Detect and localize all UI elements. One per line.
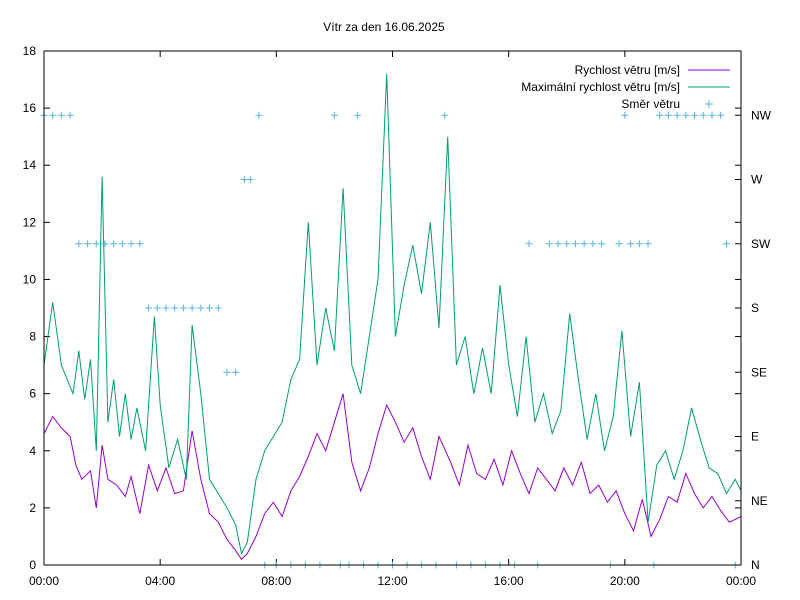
y-tick-label: 6 (29, 387, 36, 401)
y2-tick-label: SE (751, 365, 767, 379)
y-tick-label: 18 (23, 44, 37, 58)
direction-point (118, 240, 126, 248)
direction-point (691, 111, 699, 119)
direction-point (708, 111, 716, 119)
series-lines (43, 73, 742, 561)
direction-point (57, 111, 65, 119)
legend-marker (705, 100, 713, 108)
direction-point (214, 304, 222, 312)
direction-point (179, 304, 187, 312)
y2-tick-label: E (751, 430, 759, 444)
direction-point (246, 176, 254, 183)
direction-point (563, 240, 571, 248)
y-tick-label: 10 (23, 272, 37, 286)
direction-point (656, 111, 664, 119)
direction-point (354, 111, 362, 119)
direction-point (682, 111, 690, 119)
direction-point (627, 240, 635, 248)
axes: 0 2 4 6 8 10 12 14 16 18 N NE E SE S SW W NW 00:00 04:00 08:… (23, 44, 772, 588)
direction-point (84, 240, 92, 248)
y-tick-label: 0 (29, 558, 36, 572)
direction-point (110, 240, 118, 248)
y2-tick-label: NW (751, 108, 772, 122)
direction-point (136, 240, 144, 248)
direction-point (525, 240, 533, 248)
y2-tick-label: NE (751, 494, 768, 508)
direction-point (598, 240, 606, 248)
direction-point (49, 111, 57, 119)
direction-point (188, 304, 196, 312)
x-tick-label: 08:00 (261, 574, 291, 588)
plot-frame (43, 50, 742, 566)
y-tick-label: 2 (29, 501, 36, 515)
direction-point (75, 240, 83, 248)
x-tick-label: 12:00 (377, 574, 407, 588)
direction-point (621, 111, 629, 119)
direction-point (699, 111, 707, 119)
direction-point (664, 111, 672, 119)
direction-point (171, 304, 179, 312)
direction-point (717, 111, 725, 119)
direction-point (223, 368, 231, 376)
series-max-wind-speed-line (43, 73, 742, 556)
y-tick-label: 12 (23, 215, 37, 229)
x-tick-label: 20:00 (610, 574, 640, 588)
direction-point (127, 240, 135, 248)
direction-point (232, 368, 240, 376)
legend-label: Maximální rychlost větru [m/s] (521, 80, 680, 94)
direction-point (162, 304, 170, 312)
x-tick-label: 16:00 (494, 574, 524, 588)
direction-point (255, 111, 263, 119)
legend: Rychlost větru [m/s] Maximální rychlost v… (521, 63, 730, 111)
direction-point (545, 240, 553, 248)
y-tick-label: 16 (23, 101, 37, 115)
y-tick-label: 8 (29, 330, 36, 344)
direction-point (571, 240, 579, 248)
direction-point (635, 240, 643, 248)
direction-point (153, 304, 161, 312)
direction-point (66, 111, 74, 119)
direction-point (673, 111, 681, 119)
x-tick-label: 00:00 (29, 574, 59, 588)
chart-title: Vítr za den 16.06.2025 (323, 20, 445, 34)
y2-tick-label: SW (751, 237, 771, 251)
direction-point (644, 240, 652, 248)
direction-point (441, 111, 449, 119)
y2-tick-label: N (751, 558, 760, 572)
y2-tick-label: W (751, 173, 763, 187)
direction-point (101, 240, 109, 248)
y-tick-label: 4 (29, 444, 36, 458)
direction-point (206, 304, 214, 312)
direction-point (554, 240, 562, 248)
direction-point (615, 240, 623, 248)
series-wind-speed-line (43, 393, 742, 561)
y-tick-label: 14 (23, 158, 37, 172)
y2-tick-label: S (751, 301, 759, 315)
direction-point (330, 111, 338, 119)
x-tick-label: 04:00 (145, 574, 175, 588)
direction-point (92, 240, 100, 248)
direction-markers (40, 111, 739, 569)
direction-point (197, 304, 205, 312)
direction-point (722, 240, 730, 248)
direction-point (580, 240, 588, 248)
direction-point (145, 304, 153, 312)
legend-label: Rychlost větru [m/s] (575, 63, 680, 77)
legend-label: Směr větru (621, 97, 680, 111)
x-tick-label: 00:00 (726, 574, 756, 588)
direction-point (589, 240, 597, 248)
